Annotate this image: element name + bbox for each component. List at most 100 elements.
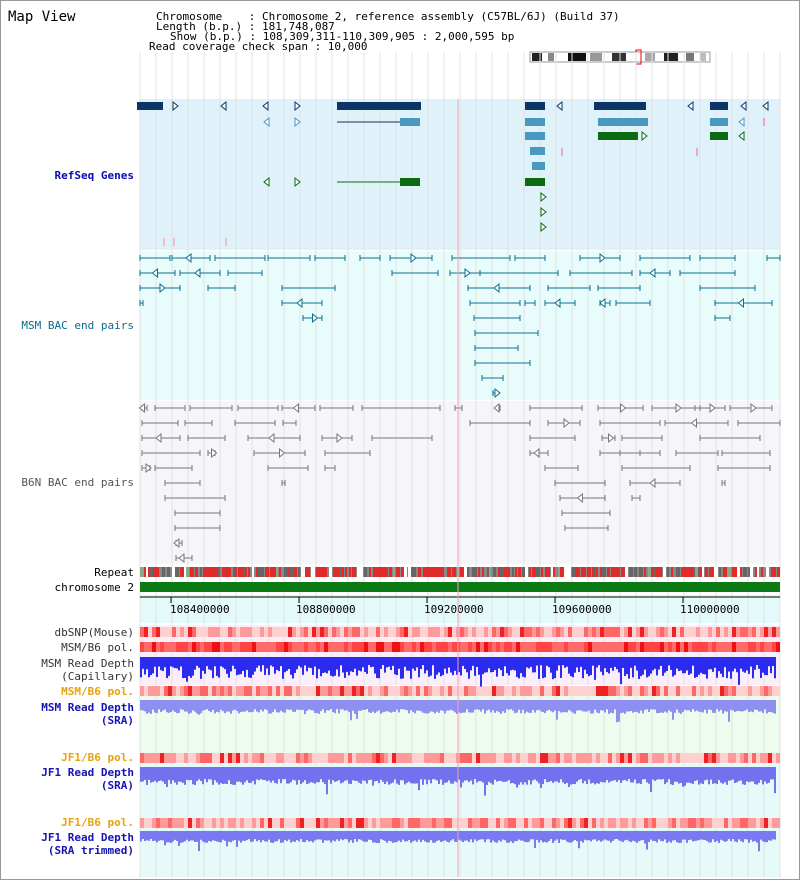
jf1-sra-depth-bar	[346, 767, 348, 781]
coverage-span-info: Read coverage check span : 10,000	[149, 40, 368, 53]
capillary-depth-bar	[560, 657, 562, 678]
jf1-trimmed-depth-bar	[356, 831, 358, 842]
bac-arrow	[194, 267, 201, 279]
jf1-sra-depth-bar	[474, 767, 476, 780]
repeat-element	[460, 567, 464, 577]
msm-bac-track-label: MSM BAC end pairs	[21, 319, 134, 332]
gene-exon	[400, 178, 420, 186]
msm-sra-depth-bar	[392, 700, 394, 712]
jf1-trimmed-depth-bar	[188, 831, 190, 842]
jf1-trimmed-depth-bar	[454, 831, 456, 842]
dbsnp-cell	[684, 627, 688, 637]
jf1-b6-pol-trimmed-cell	[384, 818, 388, 828]
repeat-element	[329, 567, 332, 577]
refseq-genes-track[interactable]	[137, 100, 769, 246]
msm-sra-depth-bar	[600, 700, 602, 711]
msm-sra-depth-bar	[230, 700, 232, 714]
read-depth-tracks[interactable]	[140, 657, 776, 852]
msm-sra-depth-bar	[154, 700, 156, 713]
msm-sra-depth-bar	[728, 700, 730, 722]
jf1-sra-depth-bar	[254, 767, 256, 785]
msm-bac-end-pairs-track[interactable]	[139, 252, 781, 399]
capillary-depth-bar	[228, 657, 230, 678]
repeat-element	[548, 567, 550, 577]
repeat-element	[651, 567, 655, 577]
jf1-sra-depth-bar	[444, 767, 446, 783]
jf1-sra-depth-bar	[470, 767, 472, 781]
jf1-b6-pol-cell	[720, 753, 724, 763]
msm-sra-depth-bar	[356, 700, 358, 719]
repeat-element	[146, 567, 148, 577]
msm-b6-pol-cell	[744, 642, 748, 652]
jf1-sra-depth-bar	[678, 767, 680, 784]
jf1-sra-depth-bar	[186, 767, 188, 780]
jf1-sra-depth-bar	[538, 767, 540, 784]
jf1-b6-pol-trimmed-cell	[732, 818, 736, 828]
msm-b6-pol-sra-cell	[484, 686, 488, 696]
jf1-sra-depth-bar	[252, 767, 254, 781]
dbsnp-cell	[284, 627, 288, 637]
jf1-sra-depth-bar	[692, 767, 694, 784]
msm-sra-depth-bar	[756, 700, 758, 710]
msm-sra-depth-bar	[218, 700, 220, 713]
jf1-trimmed-depth-bar	[670, 831, 672, 843]
capillary-depth-bar	[500, 657, 502, 671]
repeat-element	[690, 567, 693, 577]
jf1-trimmed-depth-bar	[330, 831, 332, 843]
jf1-sra-depth-bar	[196, 767, 198, 782]
repeat-element	[426, 567, 430, 577]
jf1-b6-pol-trimmed-cell	[388, 818, 392, 828]
capillary-depth-bar	[484, 657, 486, 673]
jf1-sra-depth-bar	[450, 767, 452, 784]
jf1-b6-pol-trimmed-cell	[752, 818, 756, 828]
jf1-b6-pol-trimmed-cell	[728, 818, 732, 828]
msm-b6-pol-cell	[428, 642, 432, 652]
jf1-b6-pol-trimmed-cell	[768, 818, 772, 828]
b6n-bac-end-pairs-track[interactable]	[138, 402, 781, 564]
msm-b6-pol-sra-cell	[552, 686, 556, 696]
msm-sra-depth-bar	[342, 700, 344, 710]
jf1-trimmed-depth-bar	[146, 831, 148, 841]
msm-sra-depth-bar	[292, 700, 294, 712]
capillary-depth-bar	[554, 657, 556, 679]
polymorphism-tracks[interactable]	[140, 627, 780, 828]
msm-b6-pol-sra-cell	[268, 686, 272, 696]
jf1-sra-depth-bar	[436, 767, 438, 781]
repeat-element	[148, 567, 150, 577]
dbsnp-cell	[672, 627, 676, 637]
jf1-sra-depth-bar	[614, 767, 616, 781]
dbsnp-cell	[324, 627, 328, 637]
msm-sra-depth-bar	[248, 700, 250, 713]
jf1-trimmed-depth-bar	[250, 831, 252, 843]
capillary-depth-bar	[200, 657, 202, 679]
jf1-b6-pol-cell	[732, 753, 736, 763]
capillary-depth-bar	[454, 657, 456, 671]
capillary-depth-bar	[440, 657, 442, 677]
jf1-sra-depth-bar	[572, 767, 574, 784]
capillary-depth-bar	[252, 657, 254, 675]
repeat-element	[186, 567, 189, 577]
msm-sra-depth-bar	[144, 700, 146, 712]
jf1-trimmed-depth-bar	[258, 831, 260, 841]
jf1-trimmed-depth-bar	[326, 831, 328, 841]
capillary-depth-bar	[334, 657, 336, 676]
chromosome-bar[interactable]	[140, 582, 780, 592]
jf1-b6-pol-trimmed-cell	[540, 818, 544, 828]
capillary-depth-bar	[612, 657, 614, 671]
repeat-track[interactable]	[140, 567, 780, 577]
jf1-sra-depth-bar	[274, 767, 276, 783]
msm-sra-depth-bar	[278, 700, 280, 713]
jf1-b6-pol-cell	[696, 753, 700, 763]
repeat-element	[498, 567, 500, 577]
msm-sra-depth-bar	[524, 700, 526, 714]
msm-b6-pol-cell	[284, 642, 288, 652]
capillary-depth-bar	[444, 657, 446, 669]
jf1-sra-depth-bar	[228, 767, 230, 781]
capillary-depth-bar	[360, 657, 362, 672]
jf1-b6-pol-cell	[712, 753, 716, 763]
jf1-trimmed-depth-bar	[764, 831, 766, 843]
repeat-element	[364, 567, 367, 577]
jf1-trimmed-depth-bar	[760, 831, 762, 840]
msm-b6-pol-cell	[584, 642, 588, 652]
